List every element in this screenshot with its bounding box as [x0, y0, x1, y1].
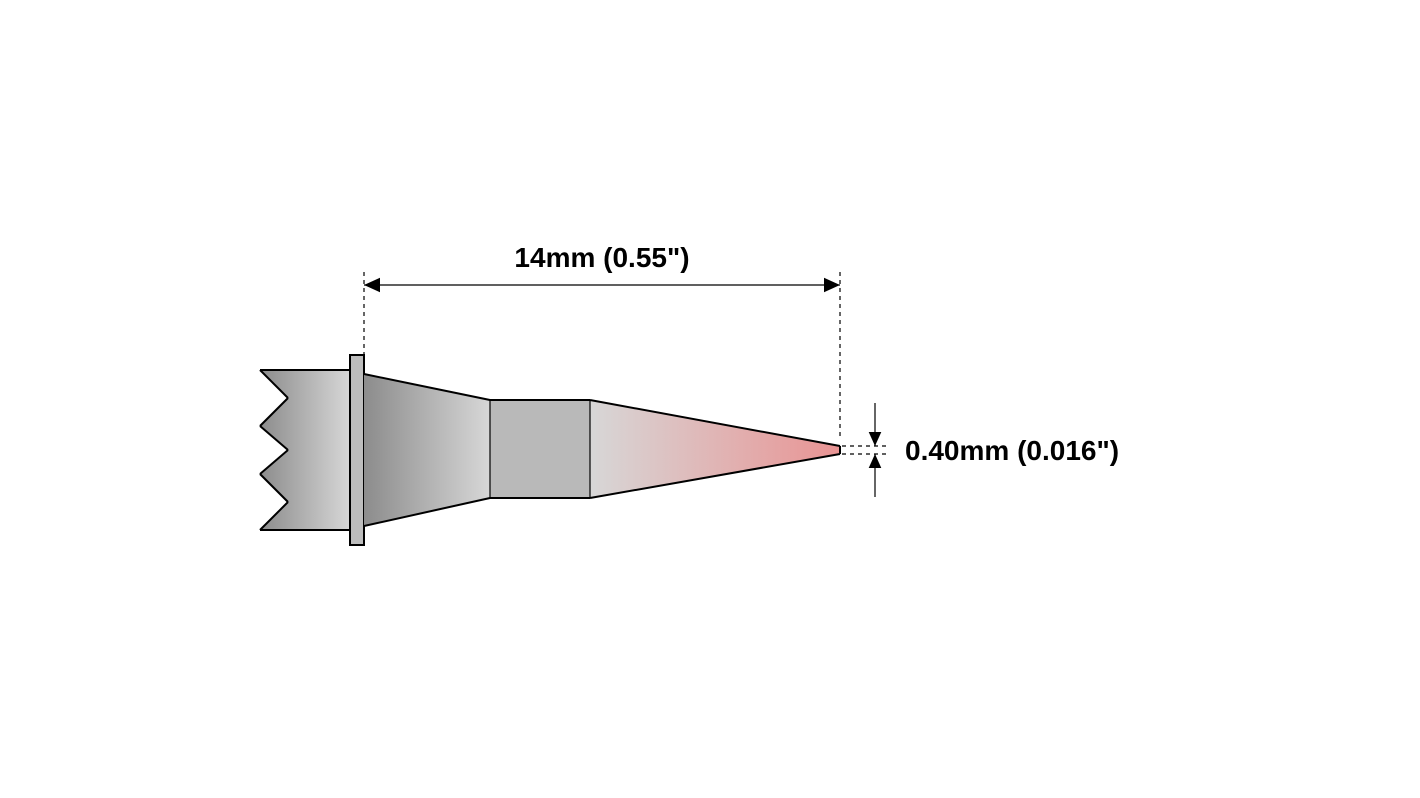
cylinder-section	[490, 400, 590, 498]
tip-diameter-dimension-label: 0.40mm (0.016")	[905, 435, 1119, 466]
dimension-arrow	[824, 278, 840, 292]
length-dimension-label: 14mm (0.55")	[514, 242, 689, 273]
dimension-arrow	[869, 432, 882, 446]
conical-tip	[590, 400, 840, 498]
shank-body	[260, 370, 350, 530]
dimension-arrow	[869, 454, 882, 468]
collar	[350, 355, 364, 545]
dimension-arrow	[364, 278, 380, 292]
dimension-diagram: 14mm (0.55") 0.40mm (0.016")	[0, 0, 1420, 798]
